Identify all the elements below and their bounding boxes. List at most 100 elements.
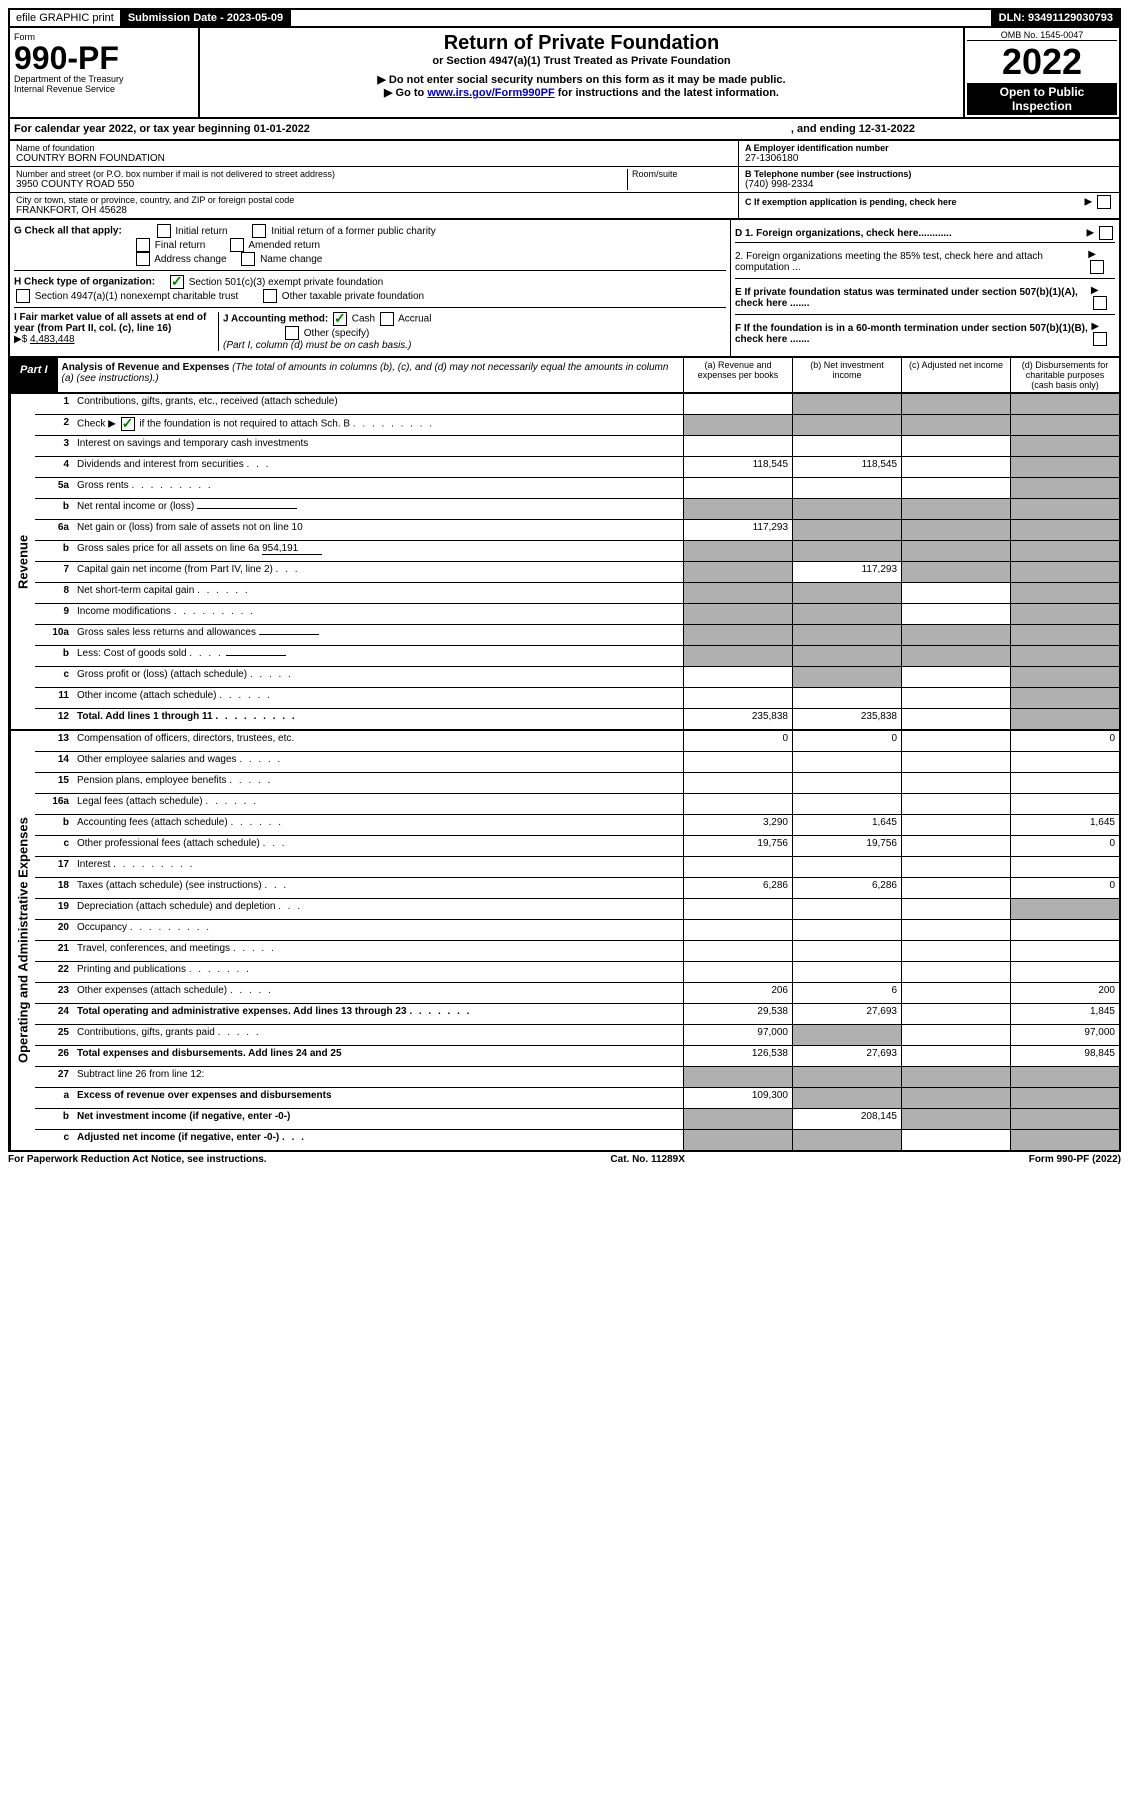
desc-16a: Legal fees (attach schedule) . . . . . . bbox=[73, 794, 683, 814]
h-other: Other taxable private foundation bbox=[282, 291, 424, 302]
dots-20: . . . . . . . . . bbox=[130, 922, 211, 933]
calendar-text-1: For calendar year 2022, or tax year begi… bbox=[14, 123, 310, 135]
desc-15: Pension plans, employee benefits . . . .… bbox=[73, 773, 683, 793]
g-initial-former: Initial return of a former public charit… bbox=[271, 226, 436, 237]
desc-24-text: Total operating and administrative expen… bbox=[77, 1006, 407, 1017]
cb-amended[interactable] bbox=[230, 238, 244, 252]
ln-12: 12 bbox=[35, 709, 73, 729]
check-left: G Check all that apply: Initial return I… bbox=[10, 220, 730, 356]
desc-16a-text: Legal fees (attach schedule) bbox=[77, 796, 203, 807]
expenses-table: Operating and Administrative Expenses 13… bbox=[8, 731, 1121, 1152]
cb-d1[interactable] bbox=[1099, 226, 1113, 240]
desc-8-text: Net short-term capital gain bbox=[77, 585, 194, 596]
ln-25: 25 bbox=[35, 1025, 73, 1045]
r26-d: 98,845 bbox=[1010, 1046, 1119, 1066]
submission-date: Submission Date - 2023-05-09 bbox=[122, 10, 291, 26]
desc-27c-text: Adjusted net income (if negative, enter … bbox=[77, 1132, 279, 1143]
cb-name[interactable] bbox=[241, 252, 255, 266]
city-state-zip: FRANKFORT, OH 45628 bbox=[16, 205, 732, 216]
r27b-b: 208,145 bbox=[792, 1109, 901, 1129]
cb-d2[interactable] bbox=[1090, 260, 1104, 274]
desc-9-text: Income modifications bbox=[77, 606, 171, 617]
g-initial: Initial return bbox=[175, 226, 227, 237]
desc-19: Depreciation (attach schedule) and deple… bbox=[73, 899, 683, 919]
desc-2: Check ▶ if the foundation is not require… bbox=[73, 415, 683, 435]
info-left: Name of foundation COUNTRY BORN FOUNDATI… bbox=[10, 141, 738, 218]
footer-right: Form 990-PF (2022) bbox=[1029, 1154, 1121, 1165]
cb-501c3[interactable] bbox=[170, 275, 184, 289]
header-right: OMB No. 1545-0047 2022 Open to Public In… bbox=[963, 28, 1119, 117]
desc-22-text: Printing and publications bbox=[77, 964, 186, 975]
phone-label: B Telephone number (see instructions) bbox=[745, 169, 1113, 179]
r6b-val: 954,191 bbox=[262, 543, 322, 555]
cb-f[interactable] bbox=[1093, 332, 1107, 346]
cb-other-tax[interactable] bbox=[263, 289, 277, 303]
r12-a: 235,838 bbox=[683, 709, 792, 729]
r24-d: 1,845 bbox=[1010, 1004, 1119, 1024]
form-link[interactable]: www.irs.gov/Form990PF bbox=[427, 87, 554, 99]
ln-16a: 16a bbox=[35, 794, 73, 814]
r25-a: 97,000 bbox=[683, 1025, 792, 1045]
cb-e[interactable] bbox=[1093, 296, 1107, 310]
desc-21-text: Travel, conferences, and meetings bbox=[77, 943, 230, 954]
cb-accrual[interactable] bbox=[380, 312, 394, 326]
desc-9: Income modifications . . . . . . . . . bbox=[73, 604, 683, 624]
h-4947: Section 4947(a)(1) nonexempt charitable … bbox=[35, 291, 238, 302]
header-center: Return of Private Foundation or Section … bbox=[200, 28, 963, 117]
ln-8: 8 bbox=[35, 583, 73, 603]
cb-addr[interactable] bbox=[136, 252, 150, 266]
ln-10a: 10a bbox=[35, 625, 73, 645]
r18-a: 6,286 bbox=[683, 878, 792, 898]
ln-27a: a bbox=[35, 1088, 73, 1108]
info-right: A Employer identification number 27-1306… bbox=[738, 141, 1119, 218]
r16b-b: 1,645 bbox=[792, 815, 901, 835]
ln-14: 14 bbox=[35, 752, 73, 772]
col-b-header: (b) Net investment income bbox=[792, 358, 901, 392]
d2-label: 2. Foreign organizations meeting the 85%… bbox=[735, 251, 1088, 273]
desc-7: Capital gain net income (from Part IV, l… bbox=[73, 562, 683, 582]
form-subtitle: or Section 4947(a)(1) Trust Treated as P… bbox=[204, 55, 959, 67]
warn2-pre: ▶ Go to bbox=[384, 87, 427, 99]
ln-24: 24 bbox=[35, 1004, 73, 1024]
ln-6b: b bbox=[35, 541, 73, 561]
ein-cell: A Employer identification number 27-1306… bbox=[739, 141, 1119, 167]
ein-value: 27-1306180 bbox=[745, 153, 1113, 164]
cb-initial[interactable] bbox=[157, 224, 171, 238]
c-label: C If exemption application is pending, c… bbox=[745, 197, 957, 207]
desc-25: Contributions, gifts, grants paid . . . … bbox=[73, 1025, 683, 1045]
ln-10c: c bbox=[35, 667, 73, 687]
desc-23-text: Other expenses (attach schedule) bbox=[77, 985, 227, 996]
e-label: E If private foundation status was termi… bbox=[735, 287, 1091, 309]
top-bar: efile GRAPHIC print Submission Date - 20… bbox=[8, 8, 1121, 28]
j-cash: Cash bbox=[352, 314, 375, 325]
r4-b: 118,545 bbox=[792, 457, 901, 477]
desc-16c: Other professional fees (attach schedule… bbox=[73, 836, 683, 856]
i-label: I Fair market value of all assets at end… bbox=[14, 312, 206, 334]
calendar-row: For calendar year 2022, or tax year begi… bbox=[8, 119, 1121, 141]
cb-4947[interactable] bbox=[16, 289, 30, 303]
ln-16b: b bbox=[35, 815, 73, 835]
room-label: Room/suite bbox=[632, 169, 732, 179]
ln-13: 13 bbox=[35, 731, 73, 751]
c-checkbox[interactable] bbox=[1097, 195, 1111, 209]
cb-other-method[interactable] bbox=[285, 326, 299, 340]
revenue-side-label: Revenue bbox=[10, 394, 35, 729]
footer-center: Cat. No. 11289X bbox=[610, 1154, 684, 1165]
dln-label: DLN: 93491129030793 bbox=[993, 10, 1119, 26]
cb-initial-former[interactable] bbox=[252, 224, 266, 238]
col-headers: (a) Revenue and expenses per books (b) N… bbox=[683, 358, 1119, 392]
r4-a: 118,545 bbox=[683, 457, 792, 477]
d1-label: D 1. Foreign organizations, check here..… bbox=[735, 228, 952, 239]
desc-8: Net short-term capital gain . . . . . . bbox=[73, 583, 683, 603]
cb-cash[interactable] bbox=[333, 312, 347, 326]
dots-2: . . . . . . . . . bbox=[353, 419, 434, 430]
j-other: Other (specify) bbox=[304, 328, 370, 339]
dots-9: . . . . . . . . . bbox=[174, 606, 255, 617]
cb-final[interactable] bbox=[136, 238, 150, 252]
efile-label[interactable]: efile GRAPHIC print bbox=[10, 10, 122, 26]
dots-17: . . . . . . . . . bbox=[113, 859, 194, 870]
desc-10c-text: Gross profit or (loss) (attach schedule) bbox=[77, 669, 247, 680]
f-label: F If the foundation is in a 60-month ter… bbox=[735, 323, 1091, 345]
r13-a: 0 bbox=[683, 731, 792, 751]
cb-schb[interactable] bbox=[121, 417, 135, 431]
